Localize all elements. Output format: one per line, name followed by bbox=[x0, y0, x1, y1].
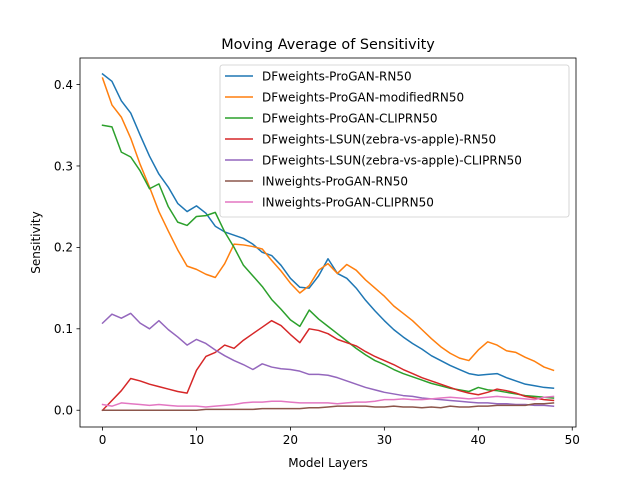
x-tick-label: 40 bbox=[471, 433, 486, 447]
plot-frame bbox=[79, 57, 577, 428]
legend-label: DFweights-ProGAN-RN50 bbox=[262, 69, 412, 83]
y-tick-label: 0.3 bbox=[54, 159, 73, 173]
series-line-1 bbox=[101, 72, 555, 390]
legend-box bbox=[219, 64, 570, 218]
y-tick-label: 0.0 bbox=[54, 404, 73, 418]
y-tick-label: 0.2 bbox=[54, 241, 73, 255]
x-tick-label: 0 bbox=[99, 433, 107, 447]
y-axis-label: Sensitivity bbox=[29, 211, 43, 273]
series-line-5 bbox=[101, 312, 555, 407]
legend-label: INweights-ProGAN-RN50 bbox=[262, 174, 408, 188]
x-axis-label: Model Layers bbox=[288, 456, 368, 470]
series-line-2 bbox=[101, 77, 555, 372]
series-line-7 bbox=[101, 395, 555, 408]
legend-label: DFweights-ProGAN-modifiedRN50 bbox=[262, 90, 464, 104]
legend-label: DFweights-LSUN(zebra-vs-apple)-RN50 bbox=[262, 132, 496, 146]
series-line-6 bbox=[101, 402, 555, 411]
legend-label: INweights-ProGAN-CLIPRN50 bbox=[262, 195, 434, 209]
chart-title: Moving Average of Sensitivity bbox=[221, 37, 435, 53]
x-tick-label: 50 bbox=[565, 433, 580, 447]
legend-label: DFweights-LSUN(zebra-vs-apple)-CLIPRN50 bbox=[262, 153, 522, 167]
series-line-3 bbox=[101, 124, 555, 399]
y-tick-label: 0.1 bbox=[54, 322, 73, 336]
x-tick-label: 10 bbox=[189, 433, 204, 447]
series-lines bbox=[101, 72, 555, 412]
legend: DFweights-ProGAN-RN50 DFweights-ProGAN-mo… bbox=[219, 64, 570, 218]
legend-label: DFweights-ProGAN-CLIPRN50 bbox=[262, 111, 437, 125]
series-line-4 bbox=[101, 319, 555, 412]
x-tick-label: 20 bbox=[283, 433, 298, 447]
axis-ticks: 0 10 20 30 40 50 0.0 0.1 0.2 0.3 0.4 bbox=[54, 78, 580, 447]
y-tick-label: 0.4 bbox=[54, 78, 73, 92]
x-tick-label: 30 bbox=[377, 433, 392, 447]
